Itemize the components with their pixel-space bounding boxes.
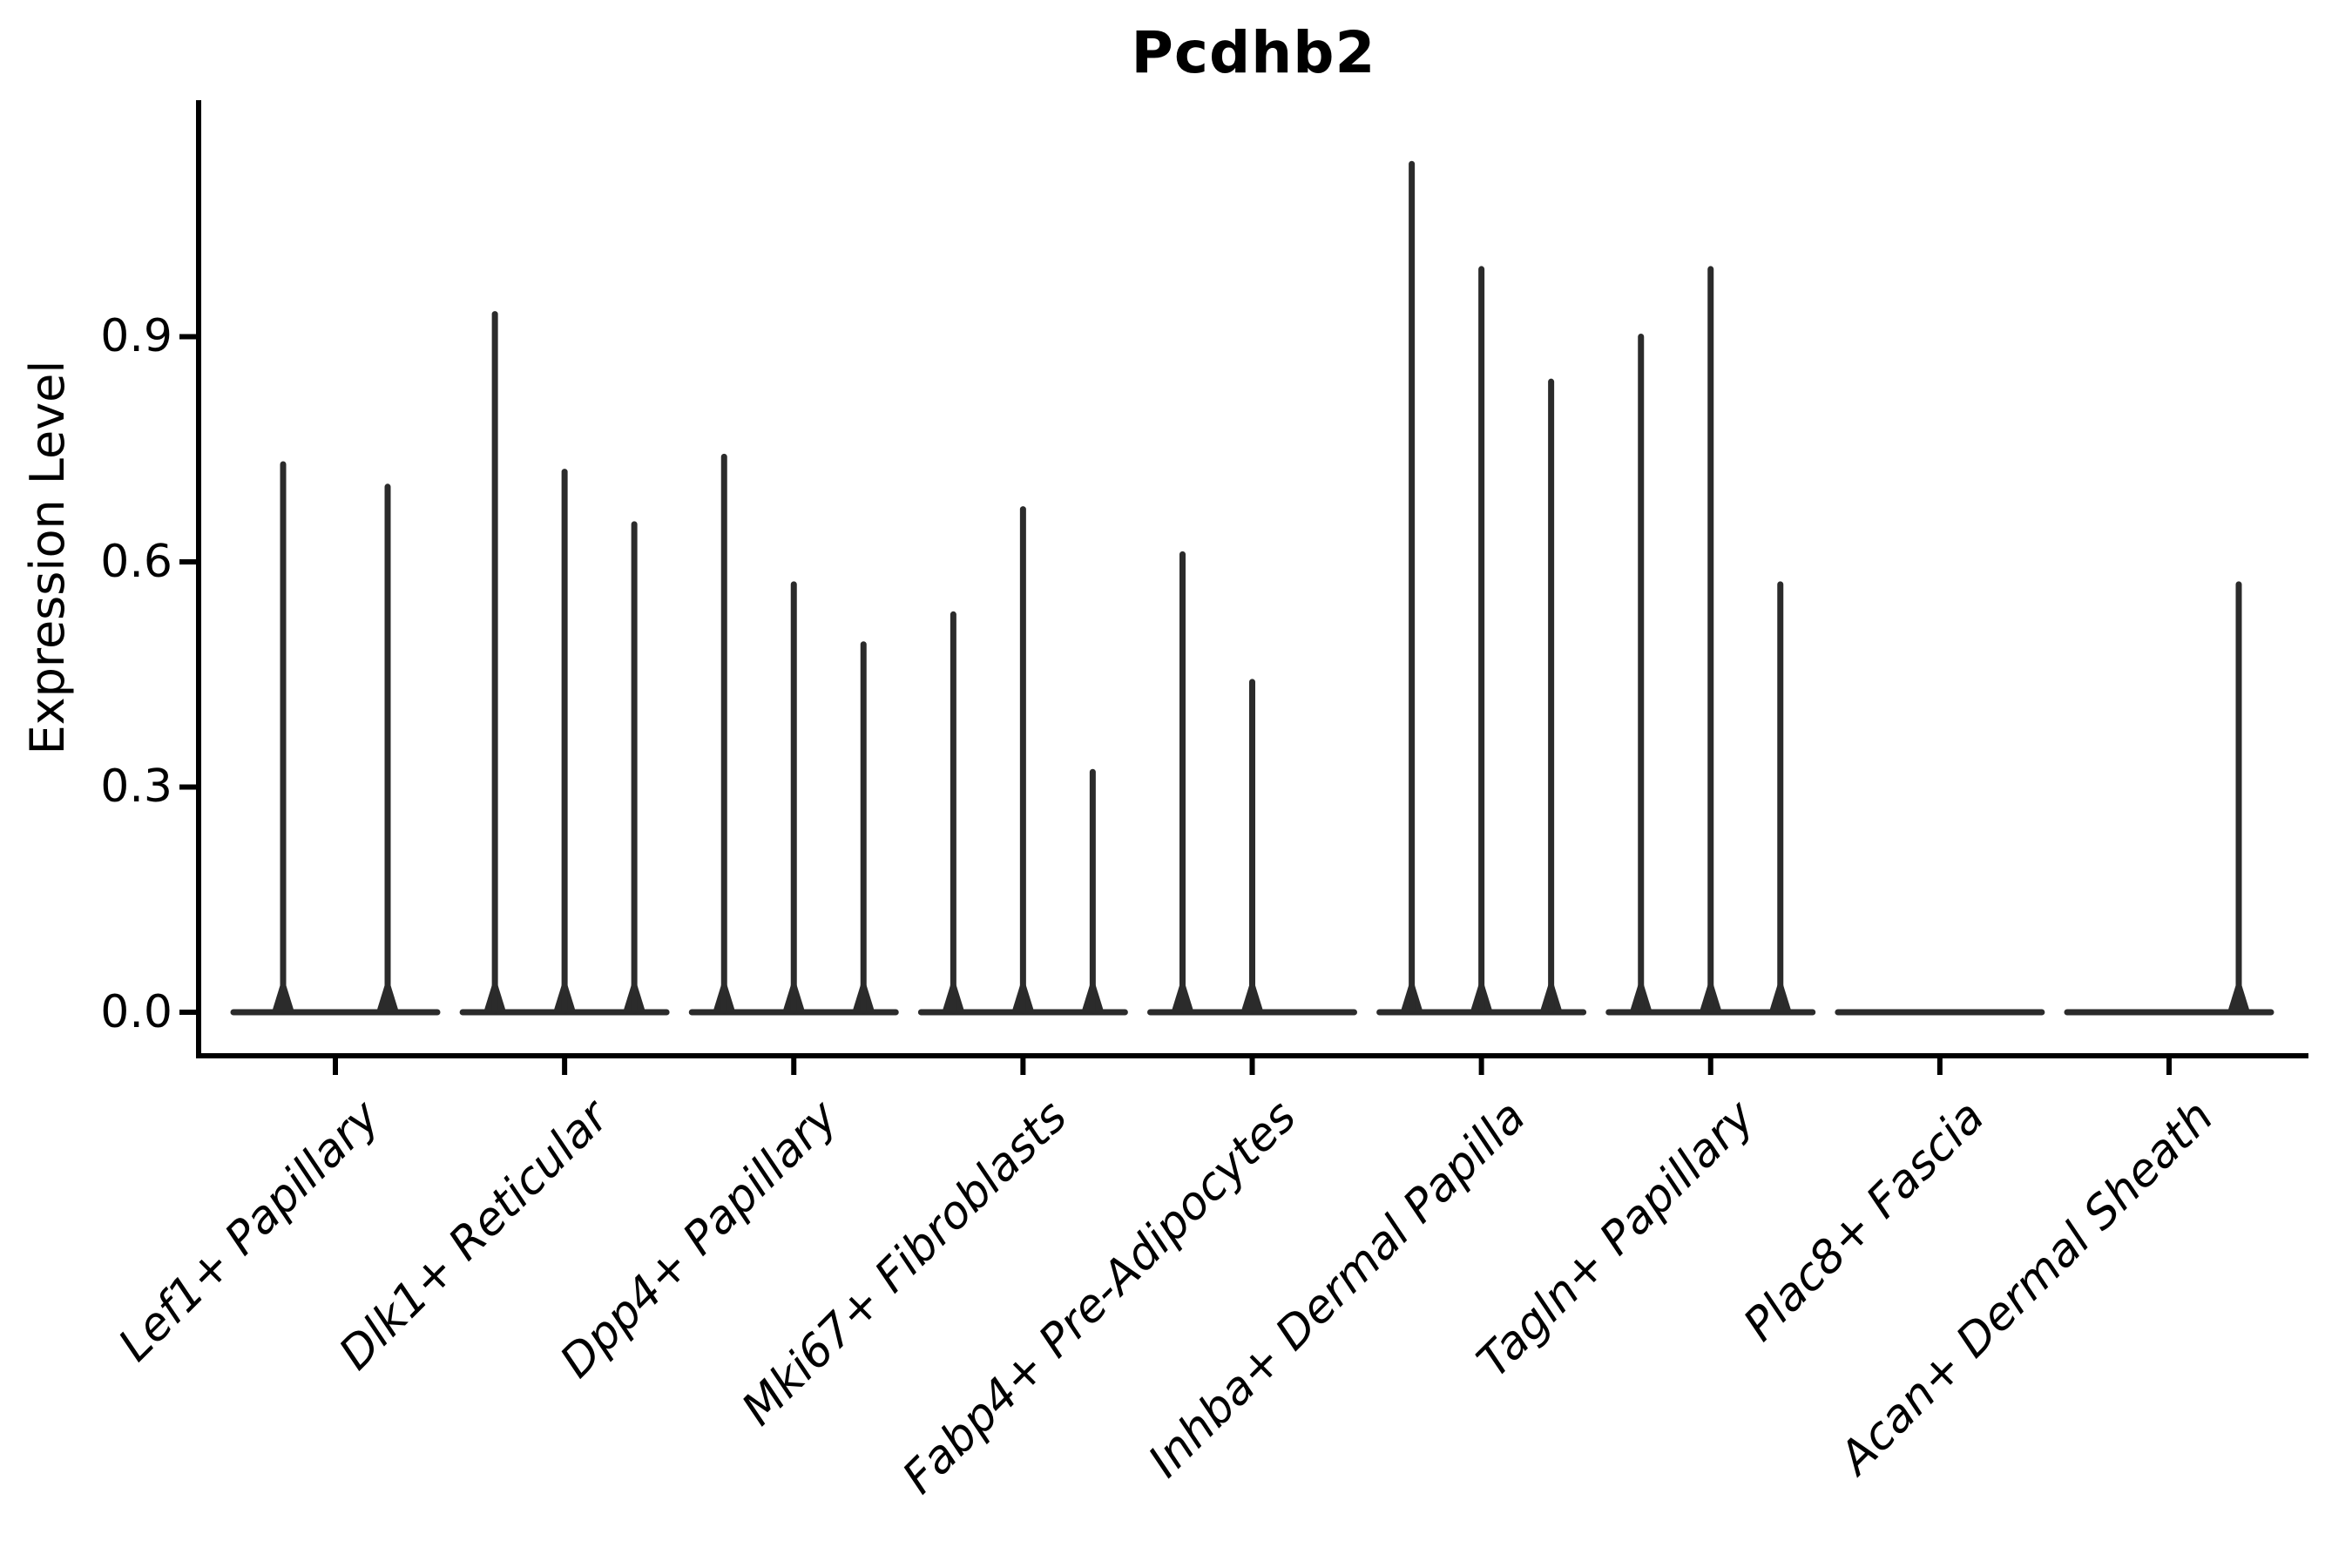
y-tick-label: 0.0 (100, 986, 172, 1038)
y-tick-label: 0.9 (100, 310, 172, 363)
chart-title: Pcdhb2 (1131, 19, 1376, 86)
y-tick-label: 0.3 (100, 760, 172, 814)
y-tick-label: 0.6 (100, 535, 172, 588)
